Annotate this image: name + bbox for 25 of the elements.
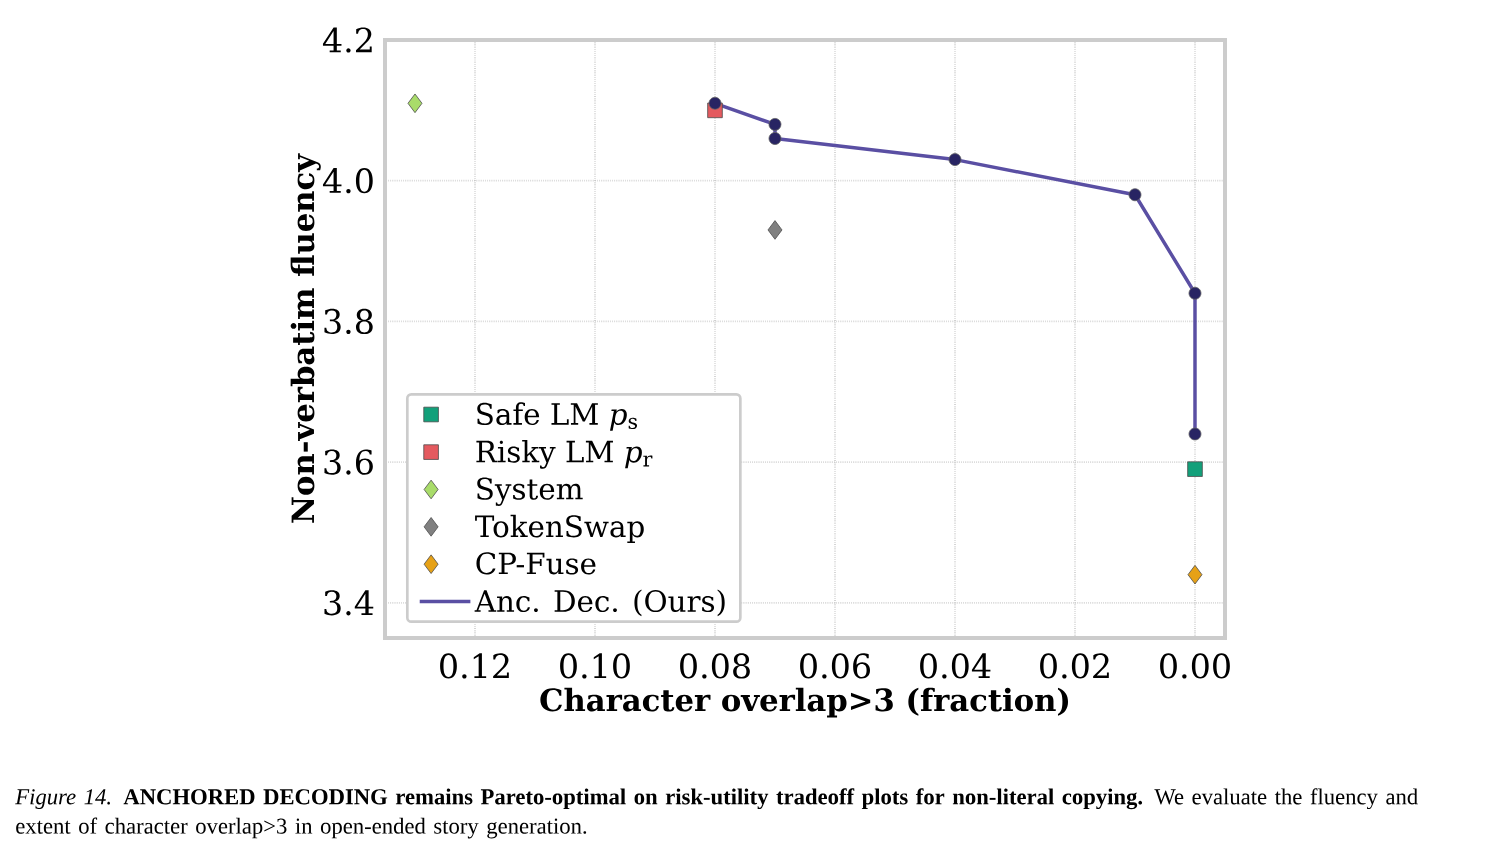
point (407, 93, 423, 114)
point (1187, 564, 1203, 585)
legend-label: System (477, 477, 583, 506)
y-axis-title: Non-verbatim fluency (290, 153, 321, 523)
y-tick-label: 3.6 (324, 449, 373, 475)
y-tick-label: 4.2 (322, 27, 372, 53)
text: Figure 14. ANCHORED DECODING remains Pareto-optimal on risk-utility tradeoff plots for non-literal copying. We evaluate the fluency and extent of character overlap>3 in open-ended story generation. (15, 788, 1418, 839)
legend-label: TokenSwap (475, 514, 644, 544)
legend-label: CP-Fuse (476, 552, 596, 575)
point (767, 220, 783, 240)
point (1187, 461, 1203, 477)
x-tick-label: 0.08 (680, 653, 750, 679)
legend-label: Risky LM p$_{r}$ (476, 439, 653, 469)
legend-label: Safe LM p$_{s}$ (477, 402, 638, 431)
y-tick-label: 3.8 (324, 308, 373, 335)
x-tick-label: 0.04 (920, 653, 991, 679)
y-tick-label: 3.4 (324, 590, 374, 616)
x-tick-label: 0.12 (440, 653, 509, 679)
x-axis-title: Character overlap>3 (fraction) (540, 687, 1069, 718)
x-tick-label: 0.00 (1160, 653, 1230, 679)
x-tick-label: 0.10 (560, 653, 630, 679)
legend-label: Anc. Dec. (Ours) (474, 589, 725, 617)
x-tick-label: 0.02 (1040, 653, 1109, 679)
y-tick-label: 4.0 (322, 168, 373, 194)
x-tick-label: 0.06 (800, 653, 870, 679)
